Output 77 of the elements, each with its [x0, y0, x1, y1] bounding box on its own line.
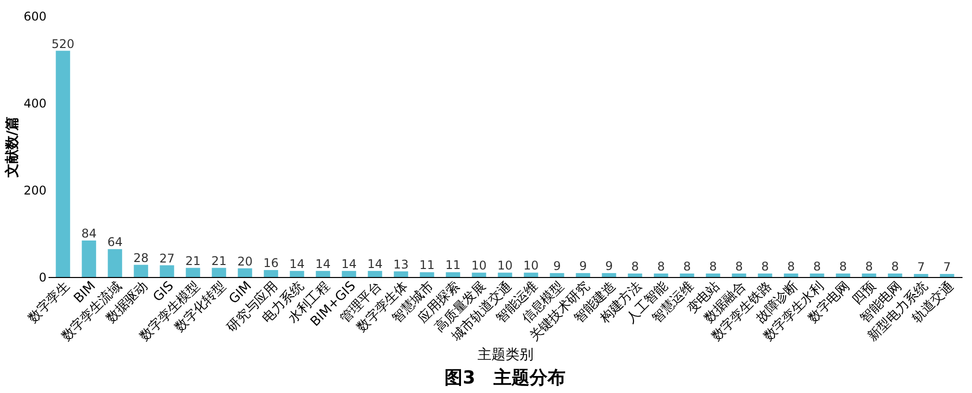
y-tick-label: 600	[24, 10, 46, 24]
bar	[342, 270, 356, 277]
data-label: 8	[813, 260, 821, 274]
bar	[550, 273, 564, 277]
bar	[940, 274, 954, 277]
bar	[108, 249, 122, 277]
data-label: 28	[133, 250, 149, 265]
y-tick-label: 400	[24, 96, 46, 110]
bar	[524, 272, 538, 277]
bar	[628, 274, 642, 277]
x-axis-title: 主题类别	[478, 346, 534, 363]
data-label: 9	[605, 259, 613, 274]
bar	[160, 265, 174, 277]
bar	[680, 274, 694, 277]
bar	[862, 274, 876, 277]
data-label: 10	[497, 258, 513, 273]
data-label: 9	[579, 259, 587, 274]
data-label: 14	[289, 256, 305, 271]
data-label: 8	[865, 260, 873, 274]
data-label: 10	[471, 258, 487, 273]
bar	[758, 274, 772, 277]
bar	[368, 270, 382, 277]
data-label: 21	[211, 254, 227, 268]
data-label: 84	[81, 226, 97, 240]
data-label: 9	[553, 259, 561, 274]
data-label: 11	[419, 258, 435, 272]
data-label: 20	[237, 254, 253, 268]
data-label: 7	[943, 260, 951, 274]
y-tick-label: 200	[24, 184, 46, 198]
bar	[420, 272, 434, 277]
bar	[498, 272, 512, 277]
bar	[316, 270, 330, 277]
data-label: 16	[263, 256, 279, 270]
data-label: 7	[917, 260, 925, 274]
data-label: 14	[341, 256, 357, 271]
data-label: 13	[393, 257, 409, 272]
bar	[82, 240, 96, 277]
bar	[784, 274, 798, 277]
data-label: 8	[683, 260, 691, 274]
data-label: 520	[52, 36, 74, 51]
bar	[888, 274, 902, 277]
bar	[576, 273, 590, 277]
data-label: 8	[657, 260, 665, 274]
data-label: 11	[445, 258, 461, 272]
data-label: 8	[631, 260, 639, 274]
bar	[810, 274, 824, 277]
data-label: 8	[709, 260, 717, 274]
data-label: 8	[761, 260, 769, 274]
bar	[706, 274, 720, 277]
bar	[394, 271, 408, 277]
bar	[914, 274, 928, 277]
data-label: 14	[315, 256, 331, 271]
bar	[238, 268, 252, 277]
bar	[732, 274, 746, 277]
bar	[654, 274, 668, 277]
bar	[134, 264, 148, 277]
bar	[186, 268, 200, 277]
data-label: 8	[787, 260, 795, 274]
bar	[212, 268, 226, 277]
y-axis-title: 文献数/篇	[4, 116, 21, 179]
text: 图3 主题分布	[444, 367, 566, 388]
data-label: 14	[367, 256, 383, 271]
bar	[264, 270, 278, 277]
data-label: 8	[891, 260, 899, 274]
data-label: 8	[735, 260, 743, 274]
data-label: 64	[107, 235, 123, 250]
bar	[446, 272, 460, 277]
bar	[602, 273, 616, 277]
bar	[56, 50, 70, 277]
bar	[836, 274, 850, 277]
data-label: 21	[185, 254, 201, 268]
data-label: 10	[523, 258, 539, 273]
y-tick-label: 0	[38, 270, 46, 284]
data-label: 27	[159, 251, 175, 266]
data-label: 8	[839, 260, 847, 274]
bar	[290, 270, 304, 277]
bar	[472, 272, 486, 277]
